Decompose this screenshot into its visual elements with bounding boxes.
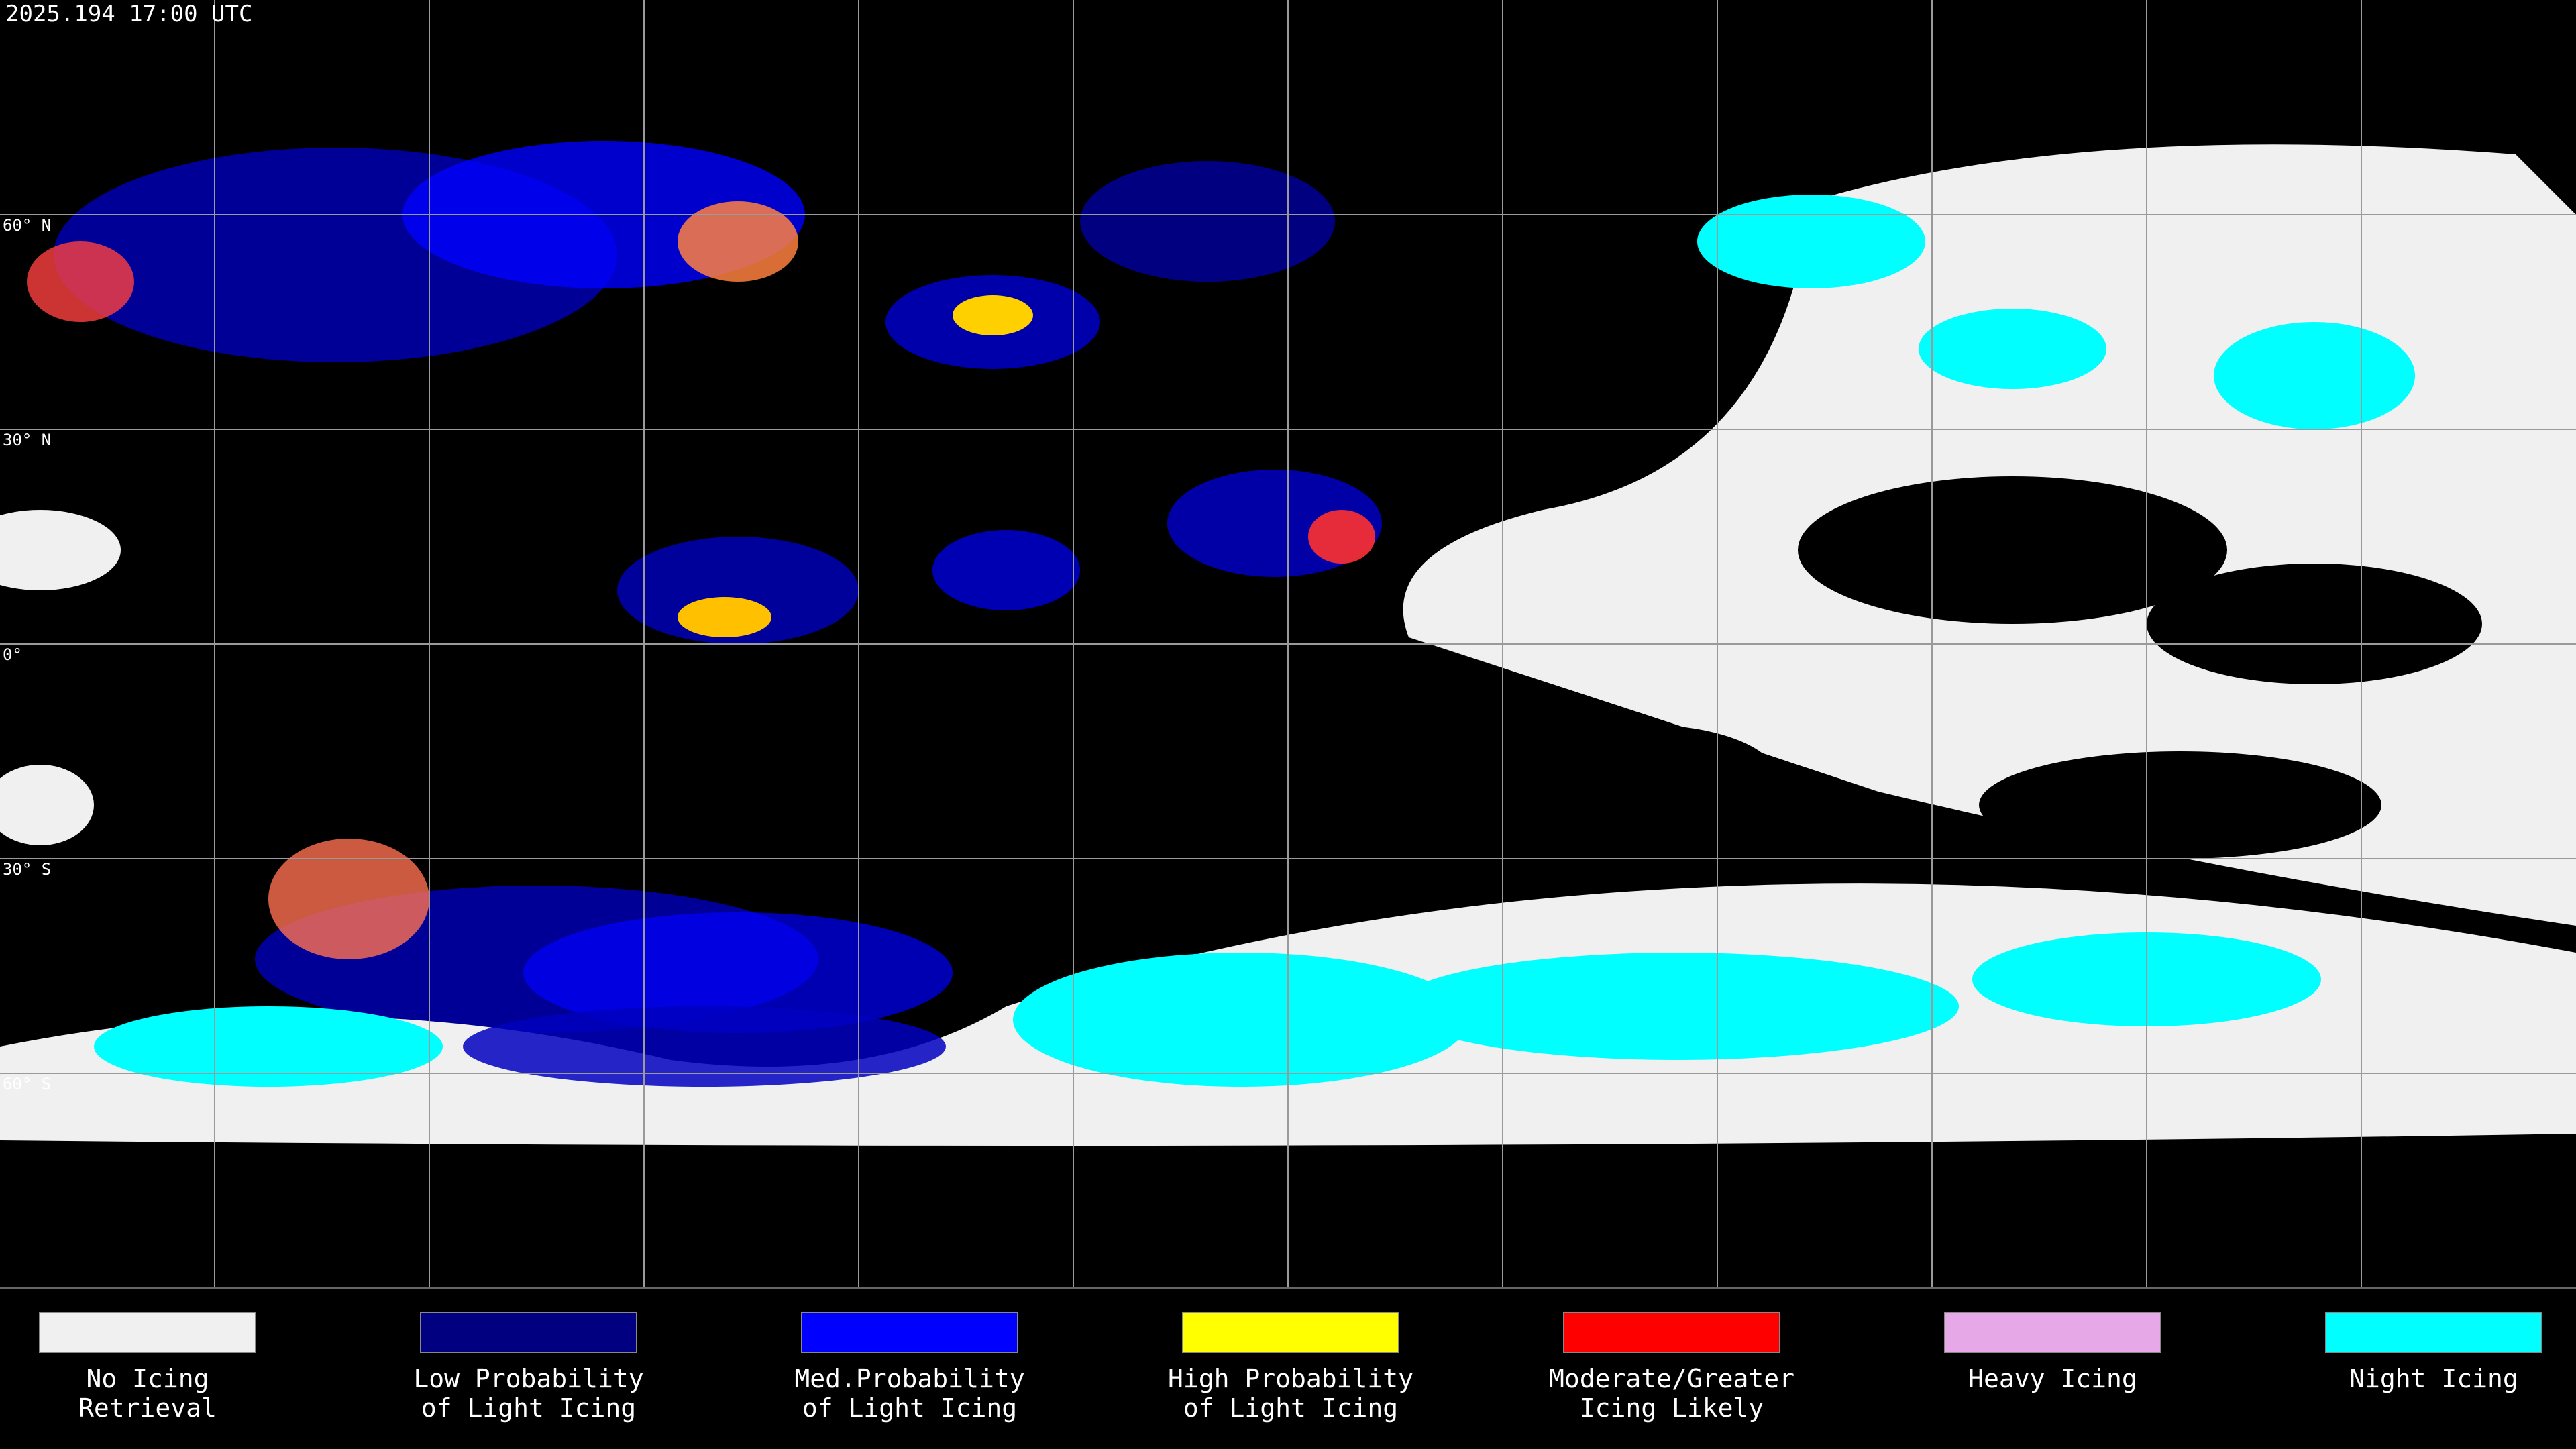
legend-label: Heavy Icing — [1968, 1364, 2137, 1393]
legend-label: Night Icing — [2349, 1364, 2518, 1393]
legend-label: High Probability — [1168, 1364, 1413, 1393]
latitude-label: 60° S — [3, 1075, 51, 1093]
latitude-labels: 60° N 30° N 0° 30° S 60° S — [3, 216, 51, 1093]
legend-swatch — [801, 1312, 1018, 1353]
legend-label: Moderate/Greater — [1549, 1364, 1794, 1393]
latitude-label: 30° S — [3, 860, 51, 879]
legend-swatch — [39, 1312, 256, 1353]
timestamp-title: 2025.194 17:00 UTC — [5, 1, 252, 28]
latitude-label: 60° N — [3, 216, 51, 235]
legend-label: Med.Probability — [794, 1364, 1024, 1393]
legend-label: Icing Likely — [1580, 1393, 1764, 1423]
legend-label: No Icing — [86, 1364, 209, 1393]
legend-swatch — [420, 1312, 637, 1353]
legend-label: Low Probability — [413, 1364, 643, 1393]
latitude-label: 30° N — [3, 431, 51, 449]
latitude-label: 0° — [3, 645, 22, 664]
graticule — [0, 0, 2576, 1289]
legend-label: of Light Icing — [802, 1393, 1017, 1423]
legend-label: Retrieval — [78, 1393, 217, 1423]
legend-label: of Light Icing — [1183, 1393, 1398, 1423]
legend-swatch — [1182, 1312, 1399, 1353]
legend-swatch — [1944, 1312, 2161, 1353]
legend-swatch — [2325, 1312, 2542, 1353]
legend-swatch — [1563, 1312, 1780, 1353]
legend-label: of Light Icing — [421, 1393, 636, 1423]
